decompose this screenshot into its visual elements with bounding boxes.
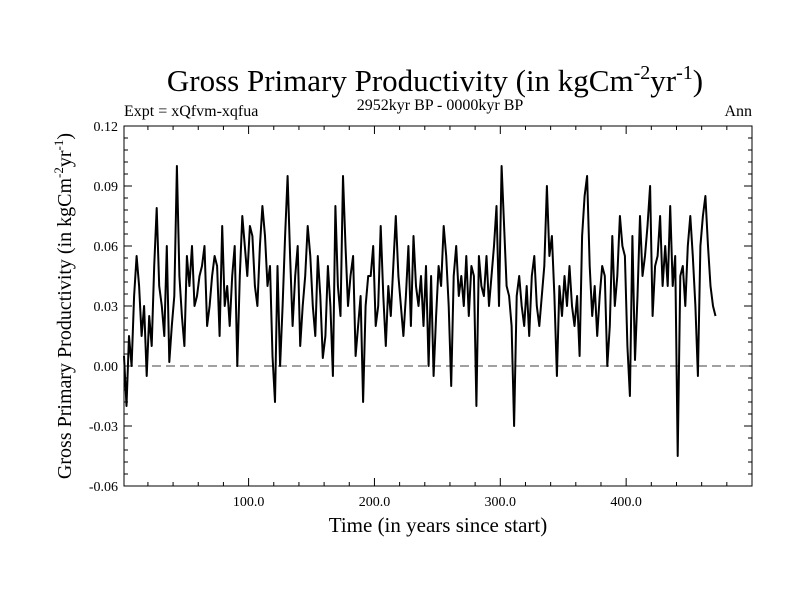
time-range-label: 2952kyr BP - 0000kyr BP — [357, 97, 524, 114]
x-axis-label: Time (in years since start) — [329, 513, 548, 537]
y-axis-label: Gross Primary Productivity (in kgCm-2yr-… — [51, 133, 76, 479]
x-tick-label: 100.0 — [233, 495, 265, 510]
experiment-label: Expt = xQfvm-xqfua — [124, 103, 258, 120]
chart-title-text: Gross Primary Productivity (in kgCm-2yr-… — [167, 62, 703, 98]
y-tick-label: 0.06 — [94, 240, 119, 255]
plot-frame — [123, 125, 753, 487]
x-tick-label: 400.0 — [610, 495, 642, 510]
x-axis-ticks: 100.0 200.0 300.0 400.0 — [147, 126, 728, 510]
y-tick-label: -0.06 — [89, 480, 118, 495]
y-tick-label: 0.00 — [94, 360, 119, 375]
x-tick-label: 200.0 — [359, 495, 391, 510]
y-tick-label: 0.03 — [94, 300, 119, 315]
x-tick-label: 300.0 — [485, 495, 517, 510]
chart-title: Gross Primary Productivity (in kgCm-2yr-… — [167, 62, 703, 98]
y-tick-label: 0.09 — [94, 180, 119, 195]
series-line-gpp — [123, 165, 717, 457]
y-tick-label: -0.03 — [89, 420, 118, 435]
y-tick-label: 0.12 — [94, 120, 119, 135]
season-label: Ann — [724, 103, 752, 120]
